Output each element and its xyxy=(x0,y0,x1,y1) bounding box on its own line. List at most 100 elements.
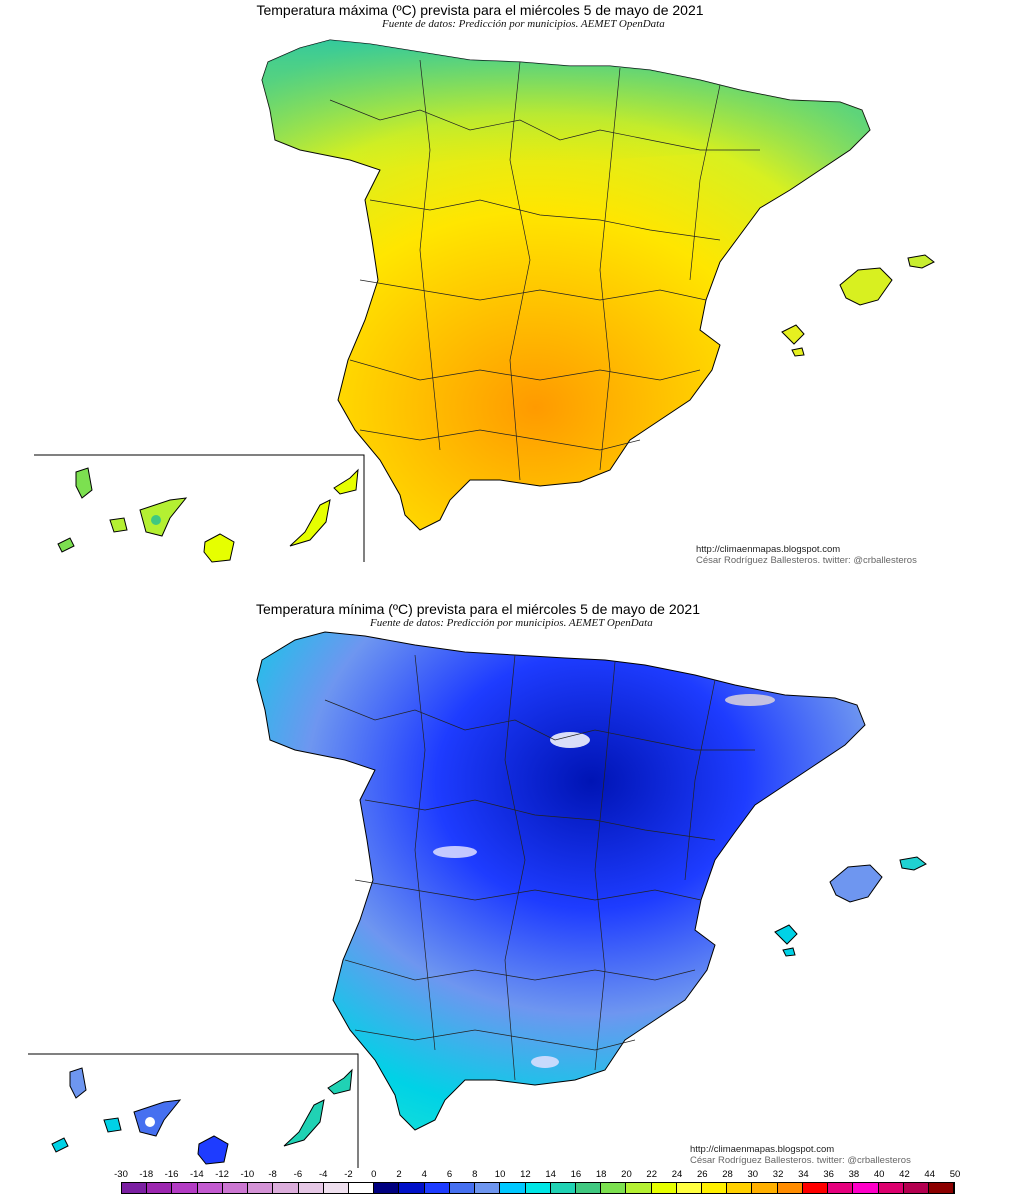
grancanaria-max xyxy=(203,533,235,563)
legend-ticks: -30 -18 -16 -14 -12 -10 -8 -6 -4 -2 0 2 4 6 8 10 12 14 16 1… xyxy=(0,1169,1024,1182)
map-max xyxy=(34,39,935,563)
credit-url: http://climaenmapas.blogspot.com xyxy=(696,544,841,555)
legend-tick-label: -8 xyxy=(268,1169,277,1180)
legend-swatch xyxy=(197,1183,223,1193)
credit-author: César Rodríguez Ballesteros. twitter: @c… xyxy=(696,555,917,566)
legend-swatch xyxy=(147,1183,173,1193)
legend-swatch xyxy=(651,1183,677,1193)
mallorca-max xyxy=(839,267,893,306)
map-min-title: Temperatura mínima (ºC) prevista para el… xyxy=(256,601,700,617)
map-min xyxy=(28,631,927,1168)
legend-tick-label: 22 xyxy=(646,1169,657,1180)
legend-swatch xyxy=(222,1183,249,1193)
legend-swatch xyxy=(777,1183,803,1193)
legend-tick-label: -2 xyxy=(344,1169,353,1180)
legend-tick-label: -10 xyxy=(240,1169,255,1180)
legend-tick-label: 6 xyxy=(446,1169,453,1180)
legend-colorbar xyxy=(121,1182,955,1194)
legend-swatch xyxy=(248,1183,274,1193)
legend-tick-label: 24 xyxy=(671,1169,683,1180)
legend-tick-label: 38 xyxy=(848,1169,860,1180)
legend-tick-label: 50 xyxy=(949,1169,961,1180)
elhierro-min xyxy=(51,1137,69,1153)
legend-swatch xyxy=(475,1183,501,1193)
tenerife-min xyxy=(133,1099,182,1137)
legend-tick-label: -30 xyxy=(114,1169,128,1180)
canary-inset-frame-min xyxy=(28,1053,359,1168)
legend-swatch xyxy=(929,1183,955,1193)
legend-tick-label: 8 xyxy=(472,1169,478,1180)
legend-swatch xyxy=(676,1183,703,1193)
legend-swatch xyxy=(575,1183,602,1193)
legend-swatch xyxy=(601,1183,627,1193)
legend-swatch xyxy=(122,1183,148,1193)
map-max-source: Fuente de datos: Predicción por municipi… xyxy=(382,18,665,30)
legend-swatch xyxy=(374,1183,400,1193)
legend-swatch xyxy=(323,1183,349,1193)
legend-swatch xyxy=(525,1183,551,1193)
lagomera-max xyxy=(109,517,128,533)
lapalma-max xyxy=(75,467,93,499)
legend-tick-label: -12 xyxy=(215,1169,229,1180)
ibiza-max xyxy=(781,324,805,345)
legend-tick-label: 14 xyxy=(545,1169,556,1180)
legend-swatch xyxy=(802,1183,829,1193)
lagomera-min xyxy=(103,1117,122,1133)
legend-tick-label: 34 xyxy=(798,1169,809,1180)
map-min-credits: http://climaenmapas.blogspot.com César R… xyxy=(690,1144,911,1166)
legend-swatch xyxy=(626,1183,652,1193)
legend-tick-label: -18 xyxy=(139,1169,154,1180)
fuerteventura-max xyxy=(289,499,331,547)
legend-tick-label: 42 xyxy=(899,1169,910,1180)
elhierro-max xyxy=(57,537,75,553)
formentera-min xyxy=(782,947,796,957)
legend-tick-label: 0 xyxy=(371,1169,377,1180)
grancanaria-min xyxy=(197,1135,229,1165)
mallorca-min xyxy=(829,864,883,903)
legend-tick-label: 4 xyxy=(421,1169,427,1180)
formentera-max xyxy=(791,347,805,357)
ibiza-min xyxy=(774,924,798,945)
legend-tick-label: 28 xyxy=(722,1169,733,1180)
legend-tick-label: 44 xyxy=(924,1169,935,1180)
legend-tick-label: -6 xyxy=(293,1169,303,1180)
legend-swatch xyxy=(828,1183,854,1193)
legend-tick-label: 18 xyxy=(595,1169,607,1180)
lanzarote-max xyxy=(333,468,359,495)
credit-url: http://climaenmapas.blogspot.com xyxy=(690,1144,835,1155)
legend-swatch xyxy=(298,1183,324,1193)
menorca-max xyxy=(907,254,935,269)
legend-swatch xyxy=(172,1183,198,1193)
map-max-title: Temperatura máxima (ºC) prevista para el… xyxy=(256,2,704,18)
legend-tick-label: -4 xyxy=(318,1169,328,1180)
legend-swatch xyxy=(348,1183,375,1193)
legend-swatch xyxy=(550,1183,576,1193)
legend-tick-label: 2 xyxy=(396,1169,402,1180)
legend-tick-label: 12 xyxy=(520,1169,531,1180)
tenerife-max xyxy=(139,497,188,537)
legend-swatch xyxy=(727,1183,753,1193)
canary-inset-frame-max xyxy=(34,454,365,562)
legend-tick-label: 26 xyxy=(696,1169,708,1180)
legend-swatch xyxy=(878,1183,904,1193)
legend-tick-label: 32 xyxy=(772,1169,784,1180)
legend-tick-label: 10 xyxy=(494,1169,506,1180)
lapalma-min xyxy=(69,1067,87,1099)
credit-author: César Rodríguez Ballesteros. twitter: @c… xyxy=(690,1155,911,1166)
legend-swatch xyxy=(273,1183,299,1193)
legend-swatch xyxy=(399,1183,425,1193)
legend-tick-label: 36 xyxy=(823,1169,834,1180)
map-max-credits: http://climaenmapas.blogspot.com César R… xyxy=(696,544,917,566)
legend-tick-label: 40 xyxy=(873,1169,885,1180)
legend-tick-label: -14 xyxy=(189,1169,204,1180)
peninsula-min xyxy=(256,631,866,1131)
legend-swatch xyxy=(752,1183,778,1193)
legend-swatch xyxy=(424,1183,450,1193)
map-min-source: Fuente de datos: Predicción por municipi… xyxy=(370,617,653,629)
legend-tick-label: -16 xyxy=(164,1169,179,1180)
legend-swatch xyxy=(449,1183,476,1193)
legend-swatch xyxy=(702,1183,728,1193)
lanzarote-min xyxy=(327,1068,353,1095)
fuerteventura-min xyxy=(283,1099,325,1147)
legend-tick-label: 16 xyxy=(570,1169,582,1180)
